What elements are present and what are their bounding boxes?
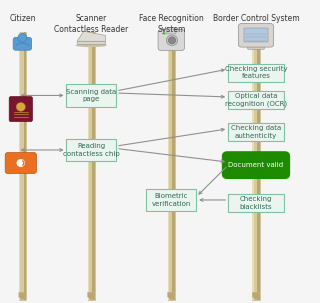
Text: Citizen: Citizen [9, 14, 36, 23]
FancyBboxPatch shape [88, 32, 95, 300]
Circle shape [168, 37, 176, 44]
FancyBboxPatch shape [24, 32, 26, 300]
Polygon shape [77, 31, 105, 41]
FancyBboxPatch shape [254, 44, 258, 48]
Text: Checking security
features: Checking security features [225, 66, 287, 79]
FancyBboxPatch shape [228, 123, 284, 141]
FancyBboxPatch shape [228, 194, 284, 212]
Text: Checking data
authenticity: Checking data authenticity [231, 125, 281, 138]
FancyBboxPatch shape [248, 46, 264, 49]
FancyBboxPatch shape [228, 64, 284, 82]
FancyBboxPatch shape [92, 32, 95, 300]
FancyBboxPatch shape [19, 32, 26, 300]
Text: Scanning data
page: Scanning data page [66, 89, 116, 102]
FancyBboxPatch shape [67, 139, 116, 161]
Circle shape [16, 102, 25, 111]
FancyBboxPatch shape [168, 32, 175, 300]
FancyBboxPatch shape [244, 28, 268, 42]
Polygon shape [168, 292, 175, 300]
FancyBboxPatch shape [13, 37, 32, 50]
Circle shape [164, 32, 166, 35]
Text: Face Recognition
System: Face Recognition System [139, 14, 204, 34]
Text: Biometric
verification: Biometric verification [151, 193, 191, 207]
FancyBboxPatch shape [9, 97, 32, 122]
Circle shape [18, 33, 27, 42]
FancyBboxPatch shape [5, 153, 36, 173]
FancyBboxPatch shape [67, 84, 116, 107]
FancyBboxPatch shape [19, 32, 20, 300]
Text: Border Control System: Border Control System [213, 14, 299, 23]
FancyBboxPatch shape [238, 24, 274, 47]
FancyBboxPatch shape [252, 32, 260, 300]
Polygon shape [19, 292, 26, 300]
Ellipse shape [76, 44, 107, 47]
FancyBboxPatch shape [158, 29, 185, 51]
Text: Checking
blacklists: Checking blacklists [240, 196, 272, 210]
FancyBboxPatch shape [88, 32, 89, 300]
Polygon shape [77, 41, 105, 45]
Text: Scanner
Contactless Reader: Scanner Contactless Reader [54, 14, 128, 34]
FancyBboxPatch shape [147, 189, 196, 211]
FancyBboxPatch shape [166, 28, 176, 34]
Polygon shape [252, 292, 260, 300]
FancyBboxPatch shape [222, 152, 290, 178]
FancyBboxPatch shape [168, 32, 169, 300]
FancyBboxPatch shape [252, 32, 254, 300]
FancyBboxPatch shape [257, 32, 260, 300]
Circle shape [17, 159, 25, 167]
Circle shape [166, 35, 178, 45]
FancyBboxPatch shape [172, 32, 175, 300]
FancyBboxPatch shape [228, 91, 284, 109]
Text: Reading
contactless chip: Reading contactless chip [63, 143, 120, 157]
Text: Document valid: Document valid [228, 162, 284, 168]
Text: Optical data
recognition (OCR): Optical data recognition (OCR) [225, 93, 287, 107]
Polygon shape [88, 292, 95, 300]
